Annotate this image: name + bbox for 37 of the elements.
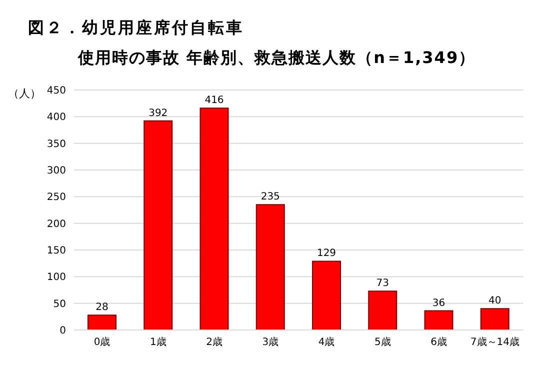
bar <box>312 260 341 330</box>
chart-subtitle: 使用時の事故 年齢別、救急搬送人数（n＝1,349） <box>78 48 476 69</box>
bar <box>144 120 173 330</box>
data-label: 73 <box>376 278 389 290</box>
bar <box>256 204 285 330</box>
x-tick-label: 5歳 <box>374 336 391 348</box>
data-label: 40 <box>488 296 502 307</box>
bar <box>368 290 398 330</box>
y-tick-label: 150 <box>46 246 66 257</box>
y-tick-label: 300 <box>46 166 66 177</box>
data-label: 392 <box>148 108 168 119</box>
y-tick-label: 50 <box>53 298 66 310</box>
x-tick-label: 1歳 <box>150 336 166 348</box>
data-label: 36 <box>432 298 446 309</box>
y-tick-label: 250 <box>46 192 66 204</box>
bar <box>88 314 116 330</box>
y-tick-label: 0 <box>60 326 66 337</box>
y-tick-label: 400 <box>46 112 66 124</box>
x-tick-label: 4歳 <box>318 336 335 348</box>
y-tick-label: 200 <box>46 218 66 230</box>
bar <box>424 310 454 330</box>
x-tick-label: 3歳 <box>262 336 279 348</box>
bar <box>480 308 510 330</box>
data-label: 416 <box>204 95 224 106</box>
chart-title: 図２．幼児用座席付自転車 <box>28 18 244 39</box>
data-label: 235 <box>260 192 280 203</box>
x-tick-label: 7歳～14歳 <box>470 336 520 348</box>
x-tick-label: 0歳 <box>94 336 110 348</box>
y-axis-title: （人） <box>8 86 41 101</box>
data-label: 129 <box>316 248 336 260</box>
x-tick-label: 2歳 <box>206 336 222 348</box>
x-tick-label: 6歳 <box>430 336 447 348</box>
bar <box>200 108 229 330</box>
y-tick-label: 450 <box>46 86 66 97</box>
y-tick-label: 100 <box>46 272 66 284</box>
y-tick-label: 350 <box>46 138 66 150</box>
data-label: 28 <box>96 302 108 314</box>
